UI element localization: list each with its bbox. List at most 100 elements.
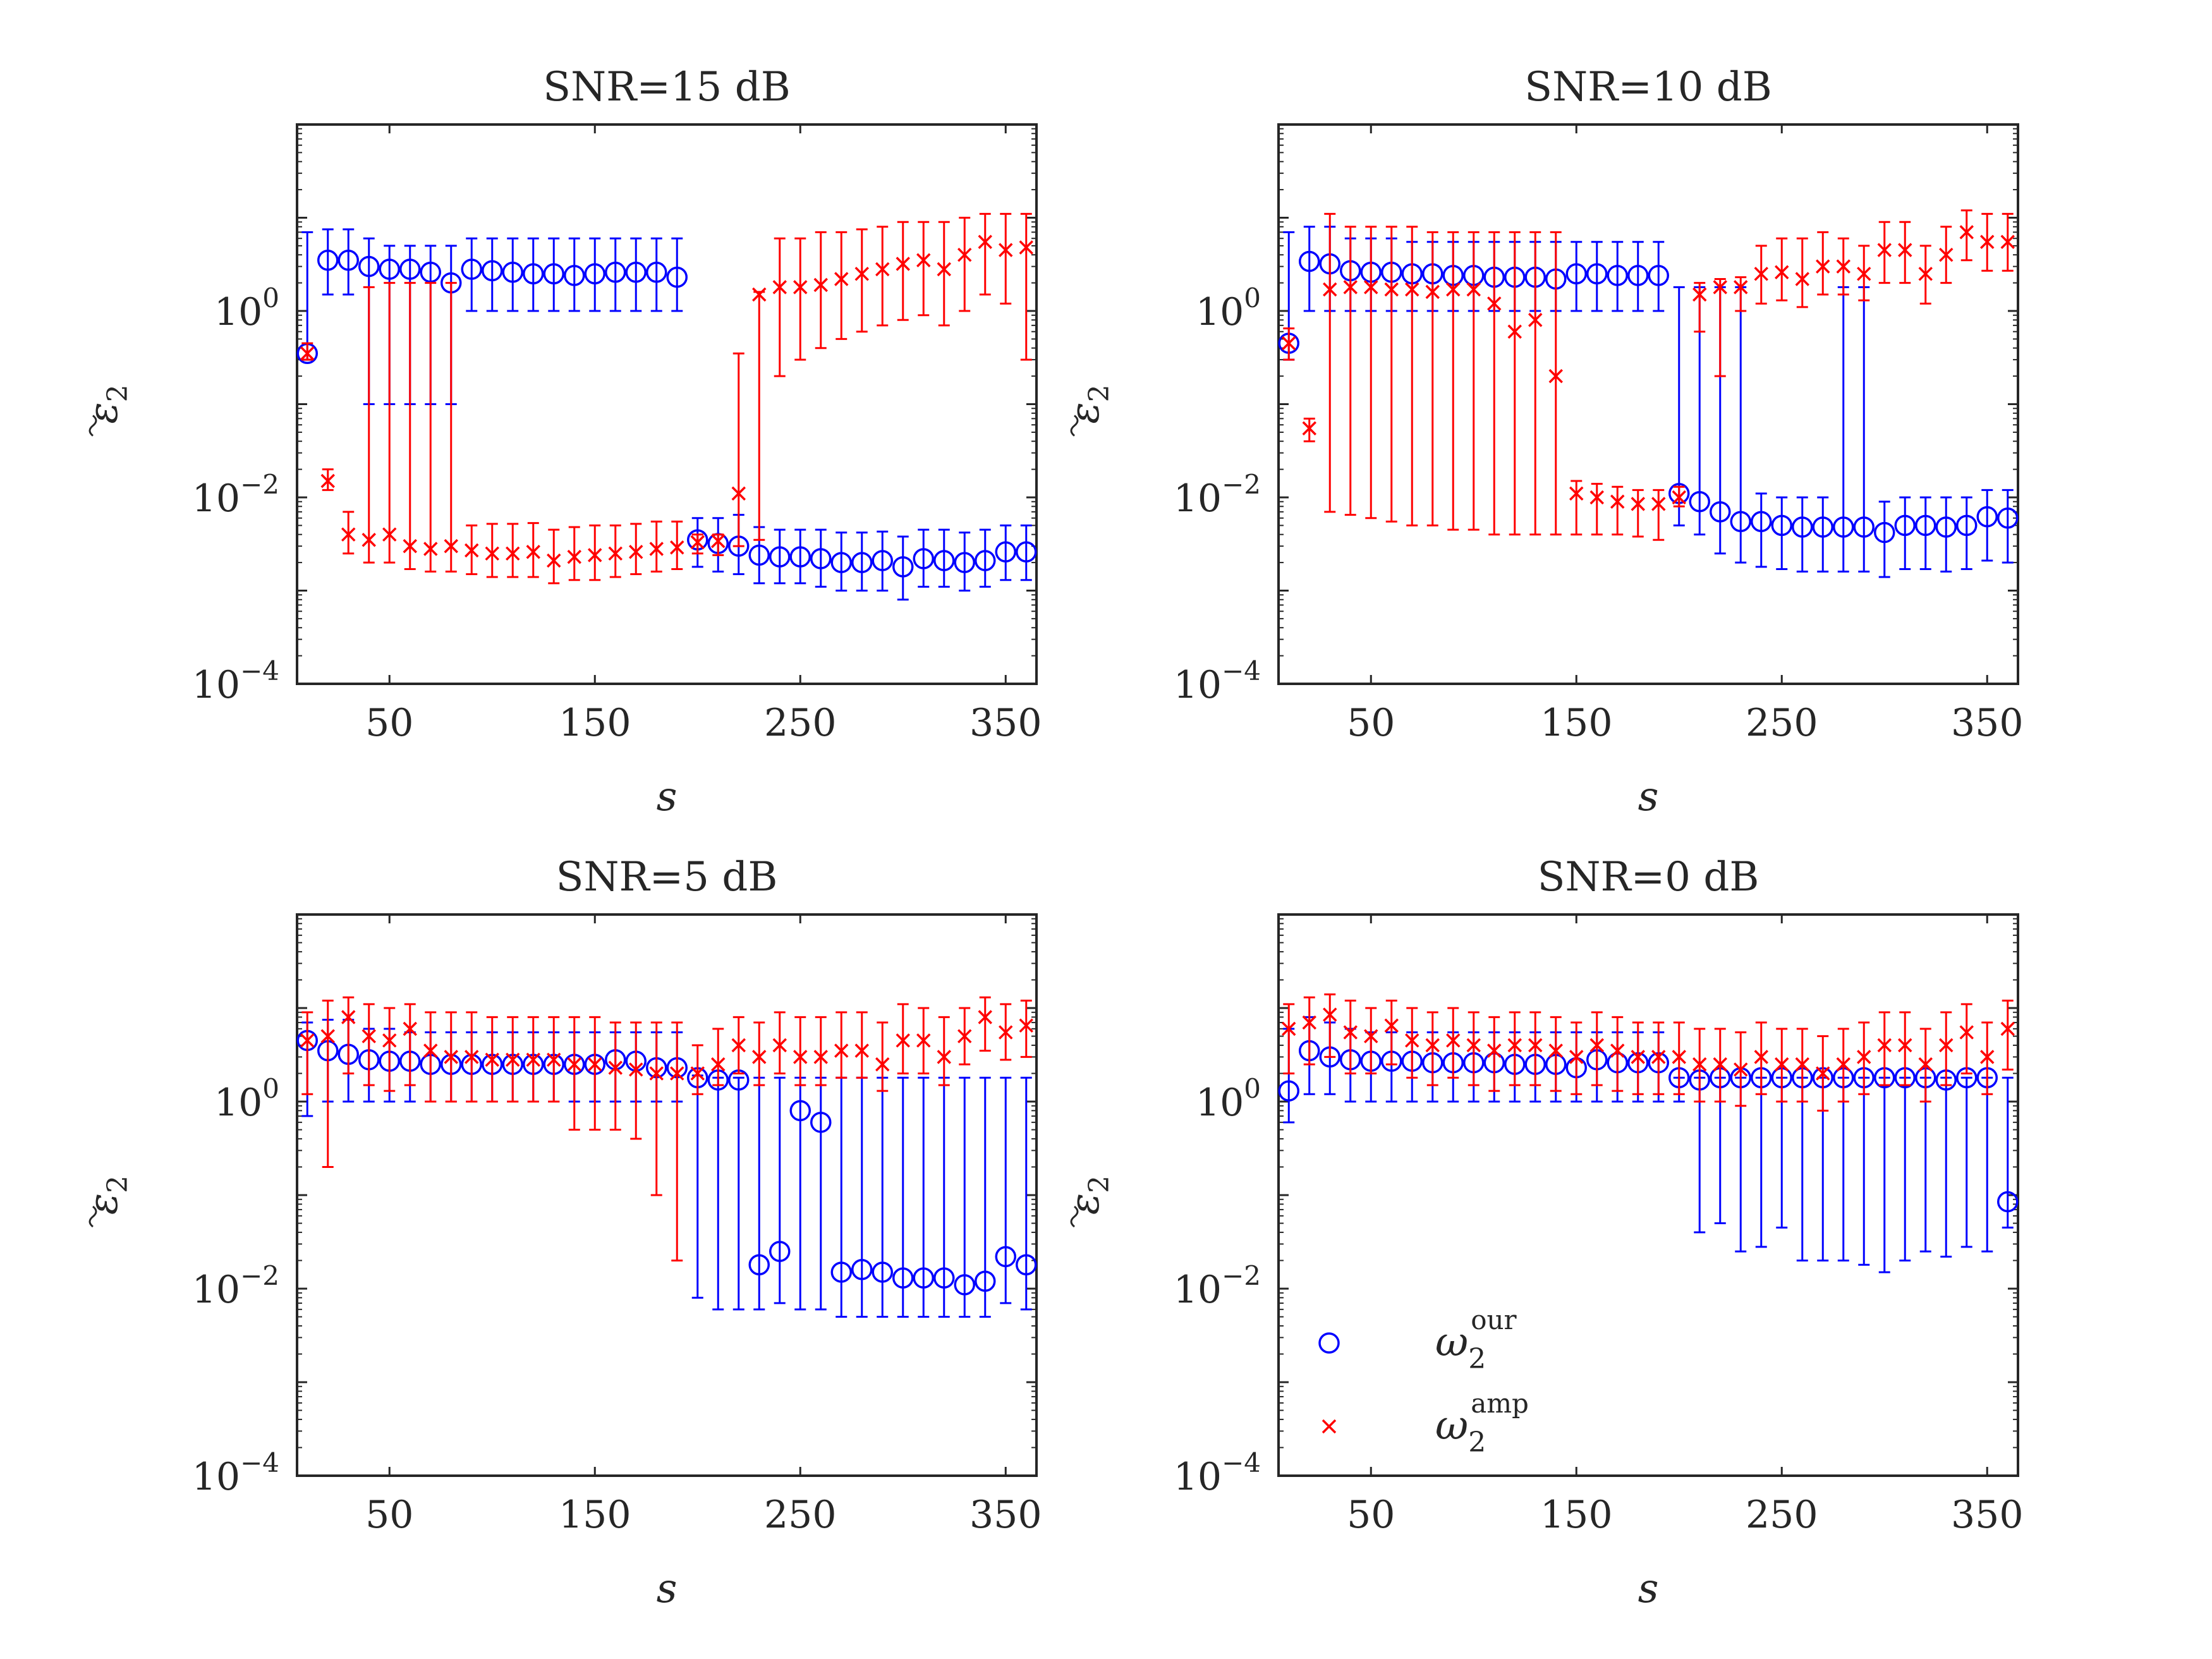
- y-tick-label: 10−2: [192, 469, 279, 521]
- tick-base: 10: [214, 1081, 262, 1125]
- data-point-cross: [731, 486, 746, 501]
- tick-exponent: −4: [240, 655, 279, 686]
- y-axis-label-subscript: 2: [1083, 1176, 1115, 1193]
- y-axis-label: ε2: [80, 384, 134, 423]
- legend-subscript: 2: [1468, 1426, 1486, 1459]
- data-point-cross: [1446, 1033, 1461, 1048]
- data-point-cross: [1487, 1043, 1502, 1058]
- x-tick-label: 50: [1347, 701, 1395, 745]
- y-axis-label-base: ε: [80, 402, 127, 423]
- tilde-accent: [88, 1205, 97, 1228]
- data-point-cross: [1651, 1050, 1666, 1064]
- data-point-circle: [1997, 507, 2019, 529]
- legend-label: ω2 our: [1435, 1304, 1517, 1375]
- y-axis-label-base: ε: [80, 1193, 127, 1215]
- data-point-circle: [1812, 516, 1833, 538]
- tick-base: 10: [192, 477, 240, 521]
- data-point-cross: [978, 1010, 992, 1024]
- y-tick-label: 10−4: [192, 1447, 279, 1499]
- y-axis-label-subscript: 2: [102, 384, 134, 402]
- y-axis-label-base: ε: [1062, 1193, 1109, 1215]
- x-tick-label: 250: [1746, 701, 1818, 745]
- data-point-cross: [649, 542, 664, 556]
- data-point-cross: [1713, 1057, 1727, 1072]
- data-point-cross: [1466, 1038, 1481, 1053]
- tick-base: 10: [1196, 290, 1244, 334]
- data-point-cross: [752, 1050, 767, 1064]
- data-point-cross: [547, 553, 561, 568]
- tick-exponent: 0: [262, 283, 279, 313]
- data-point-circle: [1976, 506, 1998, 528]
- tick-base: 10: [192, 1455, 240, 1499]
- data-point-circle: [1607, 265, 1628, 286]
- data-point-cross: [1343, 1025, 1358, 1040]
- data-point-cross: [300, 346, 315, 361]
- x-axis-label: s: [657, 774, 678, 820]
- data-point-cross: [403, 1021, 417, 1036]
- data-point-cross: [2000, 234, 2015, 250]
- data-point-cross: [957, 1029, 972, 1043]
- data-point-circle: [1648, 265, 1669, 286]
- tick-exponent: 0: [262, 1073, 279, 1104]
- data-point-cross: [1548, 1043, 1563, 1058]
- data-point-cross: [629, 1062, 643, 1077]
- data-point-cross: [875, 1057, 890, 1072]
- tick-exponent: 0: [1244, 283, 1261, 313]
- data-point-cross: [1672, 1050, 1686, 1064]
- y-axis-label: ε2: [80, 1176, 134, 1215]
- y-tick-label: 10−2: [1174, 469, 1261, 521]
- data-point-circle: [1710, 501, 1731, 523]
- data-point-cross: [1836, 1057, 1850, 1072]
- tick-exponent: −4: [1222, 655, 1261, 686]
- data-point-circle: [769, 546, 791, 568]
- data-point-cross: [465, 543, 479, 558]
- x-tick-label: 150: [1540, 701, 1613, 745]
- data-point-circle: [358, 255, 380, 277]
- data-point-cross: [629, 545, 643, 559]
- data-point-cross: [423, 542, 438, 556]
- data-point-cross: [1898, 243, 1912, 257]
- data-point-cross: [772, 1038, 787, 1053]
- data-point-cross: [567, 1057, 581, 1072]
- x-tick-label: 250: [764, 701, 837, 745]
- data-point-circle: [1278, 1080, 1299, 1102]
- data-point-cross: [1507, 324, 1522, 339]
- data-point-cross: [1282, 336, 1296, 351]
- data-point-cross: [320, 1029, 335, 1043]
- data-point-cross: [1425, 1038, 1440, 1053]
- data-point-cross: [1302, 1015, 1316, 1030]
- legend-marker-cross: [1322, 1419, 1337, 1434]
- data-point-circle: [954, 1274, 975, 1296]
- data-point-cross: [1282, 1021, 1296, 1036]
- data-point-cross: [300, 1033, 315, 1048]
- data-point-circle: [1751, 511, 1772, 533]
- legend-label: ω2 amp: [1435, 1388, 1529, 1459]
- data-point-cross: [957, 247, 972, 262]
- data-point-cross: [526, 1052, 540, 1067]
- data-point-cross: [506, 546, 520, 561]
- x-axis-label: s: [1638, 1565, 1659, 1612]
- data-point-cross: [1734, 280, 1748, 295]
- data-point-cross: [711, 533, 726, 549]
- data-point-cross: [875, 262, 890, 277]
- data-point-circle: [1956, 514, 1978, 537]
- x-tick-label: 350: [969, 701, 1042, 745]
- data-point-circle: [399, 258, 421, 280]
- legend: ω2our ω2amp: [1318, 1304, 1529, 1459]
- data-point-circle: [830, 552, 852, 573]
- tilde-accent: [1070, 415, 1079, 437]
- data-point-cross: [834, 272, 849, 286]
- data-point-circle: [482, 260, 503, 282]
- data-point-cross: [341, 527, 356, 542]
- tick-base: 10: [192, 663, 240, 707]
- data-point-cross: [1980, 234, 1995, 250]
- data-point-cross: [1692, 287, 1707, 302]
- data-point-cross: [1877, 243, 1892, 257]
- data-point-circle: [584, 263, 605, 285]
- data-point-cross: [978, 234, 992, 250]
- x-tick-label: 50: [1347, 1493, 1395, 1537]
- data-point-cross: [485, 1052, 499, 1067]
- data-point-circle: [1299, 250, 1320, 272]
- data-point-cross: [1939, 247, 1954, 262]
